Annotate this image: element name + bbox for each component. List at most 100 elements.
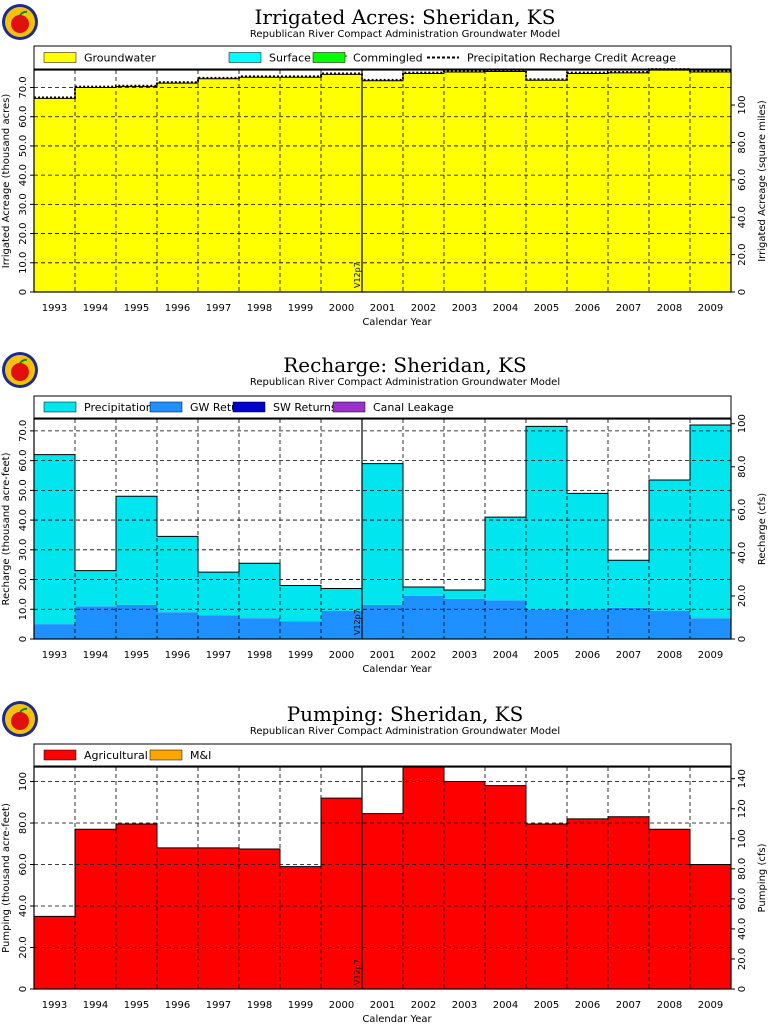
bar-2001-groundwater — [362, 80, 404, 292]
bar-1998-groundwater — [239, 77, 281, 292]
bar-1994-precipitation — [75, 570, 117, 607]
bar-2003-gw-returns — [444, 598, 486, 639]
apple-logo-icon — [2, 352, 38, 388]
y-axis-label: Irrigated Acreage (thousand acres) — [1, 94, 12, 269]
x-tick-label: 2000 — [329, 303, 354, 314]
x-tick-label: 1996 — [165, 1000, 190, 1011]
logo-apple — [11, 363, 29, 381]
x-tick-label: 1999 — [288, 303, 313, 314]
plot-frame — [33, 766, 732, 990]
bar-2008-precipitation — [649, 479, 691, 611]
bar-2003-groundwater — [444, 72, 486, 292]
bar-2008-groundwater — [649, 70, 691, 292]
y-tick-label: 40.0 — [18, 164, 29, 186]
x-tick-label: 2000 — [329, 1000, 354, 1011]
y-right-tick-label: 0 — [737, 986, 748, 992]
bar-2001-agricultural — [362, 813, 404, 989]
y-right-tick-label: 80.0 — [737, 456, 748, 478]
logo-apple — [11, 15, 29, 33]
bar-1998-agricultural — [239, 848, 281, 989]
bar-1996-gw-returns — [157, 612, 199, 639]
legend-swatch — [43, 749, 77, 761]
x-tick-label: 2002 — [411, 650, 436, 661]
x-tick-label: 1997 — [206, 1000, 231, 1011]
y-right-axis-label: Recharge (cfs) — [757, 493, 768, 565]
bar-2005-groundwater — [526, 80, 568, 292]
legend-swatch — [232, 401, 266, 413]
apple-logo-icon — [2, 4, 38, 40]
y-tick-label: 40.0 — [18, 895, 29, 917]
x-tick-label: 2002 — [411, 1000, 436, 1011]
bar-1997-groundwater — [198, 78, 240, 293]
bar-2003-agricultural — [444, 781, 486, 989]
legend-swatch — [149, 401, 183, 413]
x-tick-label: 2005 — [534, 303, 559, 314]
bar-2006-gw-returns — [567, 609, 609, 639]
logo-apple — [11, 712, 29, 730]
legend-label: M&I — [190, 749, 211, 762]
x-tick-label: 2002 — [411, 303, 436, 314]
x-tick-label: 1995 — [124, 650, 149, 661]
bar-2004-groundwater — [485, 71, 527, 292]
bar-2004-agricultural — [485, 785, 527, 989]
x-tick-label: 2006 — [575, 1000, 600, 1011]
bar-1996-agricultural — [157, 847, 199, 989]
y-tick-label: 70.0 — [18, 420, 29, 442]
x-tick-label: 2009 — [698, 303, 723, 314]
x-tick-label: 2003 — [452, 303, 477, 314]
y-right-axis-label: Irrigated Acreage (square miles) — [757, 100, 768, 262]
bar-1999-groundwater — [280, 77, 322, 292]
legend-label: Groundwater — [84, 52, 156, 65]
version-marker-label: V12p7 — [353, 959, 362, 985]
bar-2000-agricultural — [321, 798, 363, 989]
y-right-tick-label: 60.0 — [737, 169, 748, 191]
x-tick-label: 1995 — [124, 1000, 149, 1011]
y-right-tick-label: 20.0 — [737, 948, 748, 970]
bar-1999-precipitation — [280, 585, 322, 622]
y-right-tick-label: 60.0 — [737, 888, 748, 910]
bar-1995-precipitation — [116, 496, 158, 605]
bar-2009-precipitation — [690, 424, 732, 619]
y-tick-label: 0 — [18, 289, 29, 295]
legend-box — [33, 743, 732, 767]
y-right-tick-label: 100 — [737, 414, 748, 433]
y-right-tick-label: 100 — [737, 96, 748, 115]
x-tick-label: 1993 — [42, 1000, 67, 1011]
bar-2001-gw-returns — [362, 604, 404, 639]
legend-label: Canal Leakage — [373, 401, 454, 414]
y-tick-label: 60.0 — [18, 853, 29, 875]
logo-leaf — [19, 707, 28, 713]
bar-1996-groundwater — [157, 83, 199, 292]
bar-1996-precipitation — [157, 536, 199, 613]
y-tick-label: 60.0 — [18, 106, 29, 128]
x-tick-label: 2007 — [616, 650, 641, 661]
bar-1993-groundwater — [34, 98, 76, 292]
x-tick-label: 1999 — [288, 650, 313, 661]
chart-title: Pumping: Sheridan, KS — [287, 702, 524, 726]
x-tick-label: 1993 — [42, 650, 67, 661]
x-tick-label: 2008 — [657, 1000, 682, 1011]
y-tick-label: 20.0 — [18, 222, 29, 244]
y-tick-label: 20.0 — [18, 568, 29, 590]
x-tick-label: 2009 — [698, 1000, 723, 1011]
chart-subtitle: Republican River Compact Administration … — [250, 29, 560, 40]
bar-1997-agricultural — [198, 847, 240, 989]
y-tick-label: 10.0 — [18, 598, 29, 620]
x-tick-label: 1993 — [42, 303, 67, 314]
legend-swatch — [43, 401, 77, 413]
version-marker-label: V12p7 — [353, 262, 362, 288]
legend-swatch — [228, 52, 262, 63]
bar-1998-gw-returns — [239, 618, 281, 639]
bar-2009-gw-returns — [690, 618, 732, 639]
x-tick-label: 2008 — [657, 303, 682, 314]
y-right-tick-label: 40.0 — [737, 542, 748, 564]
chart-subtitle: Republican River Compact Administration … — [250, 726, 560, 737]
y-right-axis-label: Pumping (cfs) — [757, 843, 768, 912]
x-tick-label: 1997 — [206, 303, 231, 314]
y-right-tick-label: 80.0 — [737, 858, 748, 880]
bar-2008-gw-returns — [649, 610, 691, 639]
chart-title: Irrigated Acres: Sheridan, KS — [255, 5, 556, 29]
legend-label: Agricultural — [84, 749, 148, 762]
